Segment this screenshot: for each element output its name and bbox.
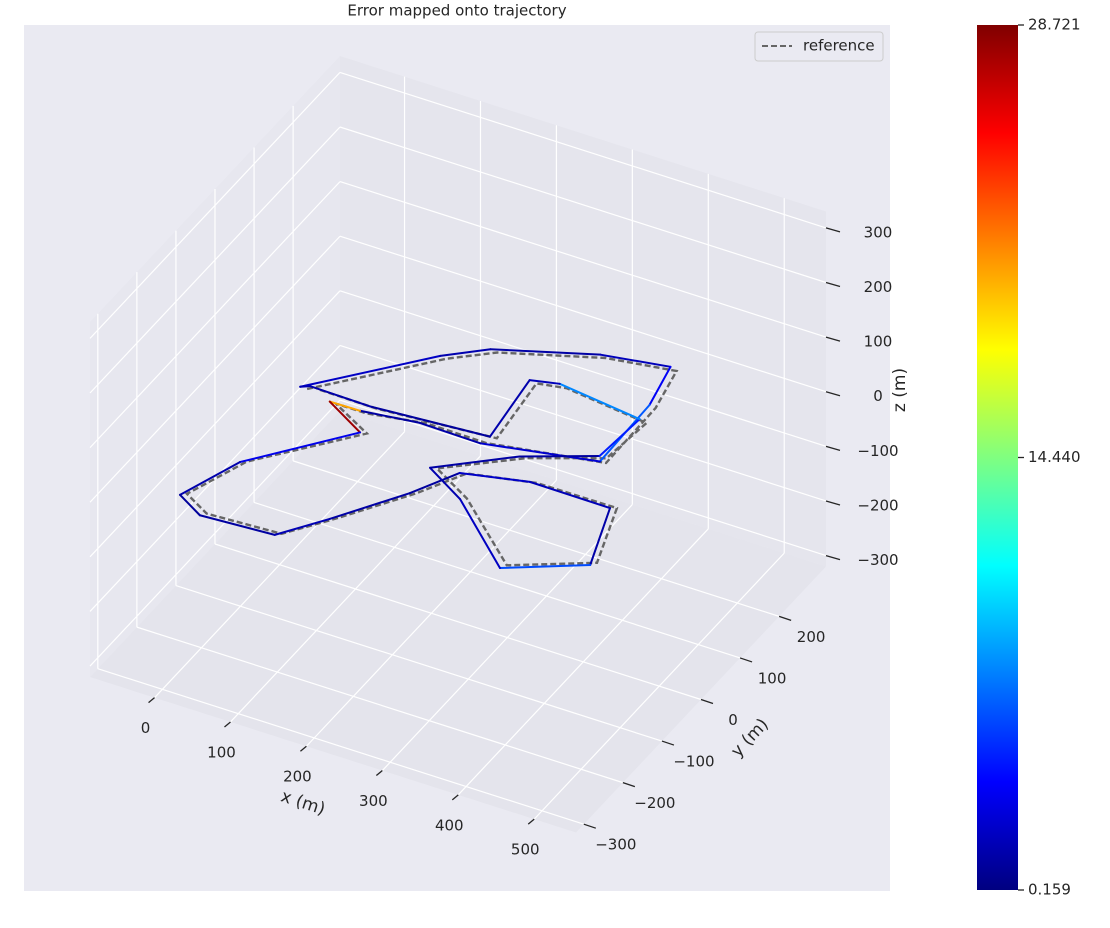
- legend: reference: [755, 32, 883, 61]
- tick-label: 400: [435, 816, 464, 834]
- tick-label: 0: [728, 711, 738, 729]
- tick-label: −200: [857, 496, 898, 514]
- tick-label: 100: [758, 669, 787, 687]
- colorbar-tick-label: 14.440: [1028, 448, 1081, 466]
- colorbar: [977, 25, 1018, 890]
- tick-label: −200: [634, 794, 675, 812]
- tick-label: 200: [864, 278, 893, 296]
- chart-title: Error mapped onto trajectory: [347, 2, 566, 20]
- tick-label: 0: [141, 719, 151, 737]
- tick-label: −300: [595, 836, 636, 854]
- tick-label: 200: [797, 628, 826, 646]
- tick-label: 100: [207, 743, 236, 761]
- tick-label: 100: [864, 333, 893, 351]
- tick-label: −100: [673, 753, 714, 771]
- tick-label: 500: [511, 841, 540, 859]
- colorbar-tick-label: 28.721: [1028, 16, 1081, 34]
- trajectory-segment: [300, 386, 310, 387]
- legend-label: reference: [803, 37, 875, 55]
- tick-label: −100: [857, 442, 898, 460]
- tick-label: −300: [857, 551, 898, 569]
- colorbar-tick-label: 0.159: [1028, 881, 1071, 899]
- z-axis-label: z (m): [890, 368, 910, 412]
- tick-label: 300: [359, 792, 388, 810]
- tick-label: 0: [873, 387, 883, 405]
- tick-label: 300: [864, 223, 893, 241]
- tick-label: 200: [283, 768, 312, 786]
